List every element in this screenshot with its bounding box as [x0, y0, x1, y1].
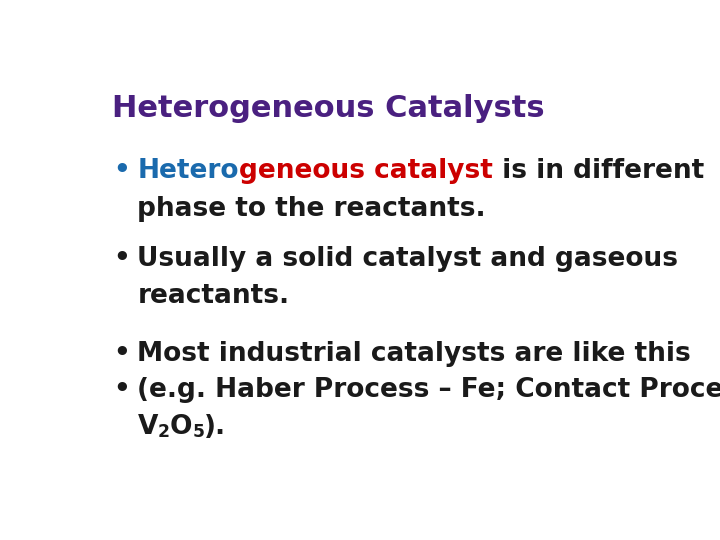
Text: ).: ).: [204, 414, 226, 440]
Text: geneous catalyst: geneous catalyst: [239, 158, 492, 184]
Text: (e.g. Haber Process – Fe; Contact Process –: (e.g. Haber Process – Fe; Contact Proces…: [138, 377, 720, 403]
Text: is in different: is in different: [492, 158, 704, 184]
Text: •: •: [114, 158, 130, 184]
Text: V: V: [138, 414, 158, 440]
Text: O: O: [170, 414, 192, 440]
Text: Hetero: Hetero: [138, 158, 239, 184]
Text: Heterogeneous Catalysts: Heterogeneous Catalysts: [112, 94, 545, 123]
Text: 5: 5: [192, 423, 204, 441]
Text: Usually a solid catalyst and gaseous: Usually a solid catalyst and gaseous: [138, 246, 678, 272]
Text: phase to the reactants.: phase to the reactants.: [138, 196, 486, 222]
Text: reactants.: reactants.: [138, 283, 289, 309]
Text: Most industrial catalysts are like this: Most industrial catalysts are like this: [138, 341, 691, 367]
Text: 2: 2: [158, 423, 170, 441]
Text: •: •: [114, 377, 130, 403]
Text: •: •: [114, 341, 130, 367]
Text: •: •: [114, 246, 130, 272]
